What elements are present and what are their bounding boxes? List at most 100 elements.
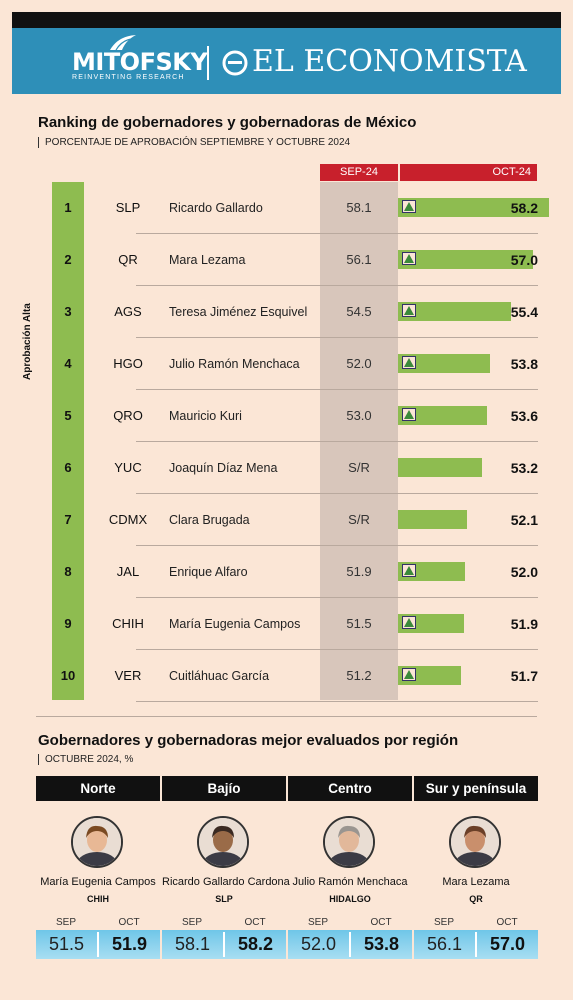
governor-name: Enrique Alfaro — [169, 565, 248, 579]
row-divider — [136, 597, 538, 598]
oct-bar — [398, 458, 482, 477]
governor-name: Ricardo Gallardo — [169, 201, 263, 215]
mitofsky-logo: MITOFSKY REINVENTING RESEARCH — [72, 35, 208, 81]
row-divider — [136, 337, 538, 338]
region-score-box: 58.1 58.2 — [162, 930, 286, 959]
up-arrow-icon — [402, 252, 416, 265]
governor-name: Mara Lezama — [169, 253, 246, 267]
region-header: Centro — [288, 776, 412, 801]
oct-column-header: OCT-24 — [400, 164, 537, 181]
region-sep-value: 52.0 — [300, 934, 337, 954]
table-row: 5 QRO Mauricio Kuri 53.0 53.6 — [52, 390, 538, 442]
avatar — [449, 816, 501, 868]
region-oct-value: 53.8 — [363, 934, 400, 954]
region-sep-value: 51.5 — [48, 934, 85, 954]
ranking-subtitle: PORCENTAJE DE APROBACIÓN SEPTIEMBRE Y OC… — [38, 137, 350, 148]
rank-number: 2 — [64, 252, 72, 267]
rank-number: 6 — [64, 460, 72, 475]
sep-value: 53.0 — [346, 408, 372, 423]
governor-name: Joaquín Díaz Mena — [169, 461, 278, 475]
rank-number: 4 — [64, 356, 72, 371]
avatar — [71, 816, 123, 868]
sep-value: 51.5 — [346, 616, 372, 631]
rank-number: 10 — [60, 668, 76, 683]
state-code: HGO — [113, 356, 143, 371]
oct-label: OCT — [118, 917, 140, 928]
region-header: Norte — [36, 776, 160, 801]
table-row: 8 JAL Enrique Alfaro 51.9 52.0 — [52, 546, 538, 598]
state-code: QR — [118, 252, 138, 267]
economista-wordmark: EL ECONOMISTA — [252, 44, 527, 79]
oct-value: 55.4 — [510, 304, 538, 320]
region-state: HIDALGO — [329, 894, 371, 904]
avatar — [323, 816, 375, 868]
region-state: SLP — [215, 894, 233, 904]
table-row: 2 QR Mara Lezama 56.1 57.0 — [52, 234, 538, 286]
oct-bar — [398, 406, 487, 425]
sep-value: 58.1 — [346, 200, 372, 215]
governor-name: Julio Ramón Menchaca — [169, 357, 300, 371]
rank-number: 3 — [64, 304, 72, 319]
row-divider — [136, 389, 538, 390]
header-banner: MITOFSKY REINVENTING RESEARCH EL ECONOMI… — [12, 28, 561, 94]
oct-label: OCT — [496, 917, 518, 928]
governor-name: Cuitláhuac García — [169, 669, 270, 683]
regions-subtitle: OCTUBRE 2024, % — [38, 754, 133, 765]
sep-label: SEP — [55, 917, 76, 928]
up-arrow-icon — [402, 408, 416, 421]
region-governor-name: Mara Lezama — [442, 876, 510, 888]
state-code: SLP — [115, 200, 141, 215]
region-score-box: 56.1 57.0 — [414, 930, 538, 959]
oct-bar — [398, 198, 549, 217]
score-divider — [349, 932, 351, 957]
oct-value: 53.6 — [510, 408, 538, 424]
oct-bar — [398, 510, 467, 529]
row-divider — [136, 493, 538, 494]
region-card: Norte María Eugenia Campos CHIH SEP OCT 51.5 5… — [36, 776, 160, 966]
state-code: VER — [114, 668, 142, 683]
table-row: 4 HGO Julio Ramón Menchaca 52.0 53.8 — [52, 338, 538, 390]
sep-label: SEP — [181, 917, 202, 928]
sep-value: 51.9 — [346, 564, 372, 579]
region-governor-name: Julio Ramón Menchaca — [292, 876, 408, 888]
score-divider — [223, 932, 225, 957]
state-code: QRO — [113, 408, 143, 423]
region-sep-value: 56.1 — [426, 934, 463, 954]
section-divider — [36, 716, 537, 717]
table-row: 10 VER Cuitláhuac García 51.2 51.7 — [52, 650, 538, 702]
sep-value: 52.0 — [346, 356, 372, 371]
row-divider — [136, 441, 538, 442]
sep-value: 51.2 — [346, 668, 372, 683]
table-row: 9 CHIH María Eugenia Campos 51.5 51.9 — [52, 598, 538, 650]
row-divider — [136, 285, 538, 286]
oct-bar — [398, 354, 490, 373]
table-row: 7 CDMX Clara Brugada S/R 52.1 — [52, 494, 538, 546]
governor-name: Teresa Jiménez Esquivel — [169, 305, 308, 319]
row-divider — [136, 233, 538, 234]
up-arrow-icon — [402, 564, 416, 577]
rank-number: 7 — [64, 512, 72, 527]
sep-label: SEP — [307, 917, 328, 928]
governor-name: Mauricio Kuri — [169, 409, 242, 423]
sep-value: 56.1 — [346, 252, 372, 267]
rank-number: 5 — [64, 408, 72, 423]
rank-number: 8 — [64, 564, 72, 579]
oct-value: 53.2 — [510, 460, 538, 476]
region-state: CHIH — [87, 894, 109, 904]
table-row: 1 SLP Ricardo Gallardo 58.1 58.2 — [52, 182, 549, 234]
oct-bar — [398, 250, 533, 269]
score-divider — [475, 932, 477, 957]
state-code: JAL — [116, 564, 140, 579]
governor-name: María Eugenia Campos — [169, 617, 301, 631]
region-oct-value: 58.2 — [237, 934, 274, 954]
oct-value: 52.0 — [510, 564, 538, 580]
up-arrow-icon — [402, 668, 416, 681]
oct-value: 52.1 — [510, 512, 538, 528]
ranking-title: Ranking de gobernadores y gobernadoras d… — [38, 114, 417, 131]
oct-value: 51.7 — [510, 668, 538, 684]
up-arrow-icon — [402, 616, 416, 629]
up-arrow-icon — [402, 356, 416, 369]
oct-value: 53.8 — [510, 356, 538, 372]
table-row: 3 AGS Teresa Jiménez Esquivel 54.5 55.4 — [52, 286, 538, 338]
region-oct-value: 51.9 — [111, 934, 148, 954]
